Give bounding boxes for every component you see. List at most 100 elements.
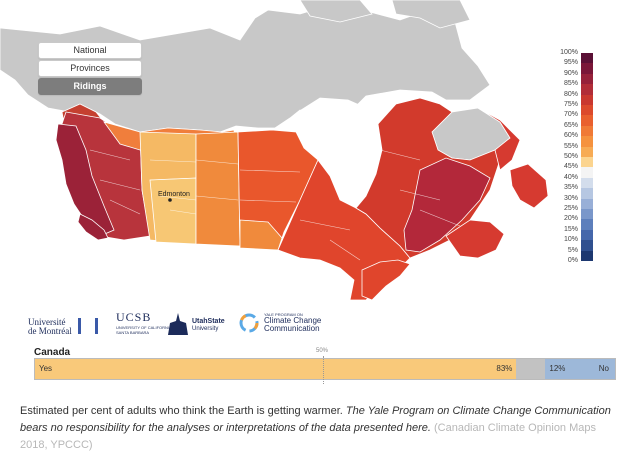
legend-swatch (581, 73, 593, 85)
legend-row: 80% (556, 90, 606, 100)
city-dot-edmonton (168, 198, 172, 202)
legend-label: 90% (563, 69, 578, 77)
region-labrador[interactable] (477, 107, 521, 171)
caption-source: (Canadian Climate Opinion Maps 2018, YPC… (20, 422, 597, 451)
legend-row: 0% (556, 256, 606, 266)
region-quebec-south[interactable] (403, 157, 491, 253)
caption: Estimated per cent of adults who think t… (20, 403, 620, 454)
utah-line1: UtahState (192, 318, 225, 325)
canada-choropleth-map[interactable]: Edmonton (0, 0, 641, 320)
region-manitoba-south[interactable] (239, 219, 283, 251)
legend-row: 50% (556, 152, 606, 162)
yale-ring-icon (239, 313, 259, 333)
legend-swatch (581, 105, 593, 116)
city-label-edmonton: Edmonton (158, 191, 190, 198)
legend-swatch (581, 229, 593, 241)
provinces-view-button[interactable]: Provinces (38, 60, 142, 77)
region-southern-ontario[interactable] (361, 259, 411, 301)
riding-boundaries (89, 149, 461, 261)
ridings-view-button[interactable]: Ridings (38, 78, 142, 95)
legend-label: 0% (567, 257, 578, 264)
legend-row: 95% (556, 58, 606, 68)
legend-swatch (581, 198, 593, 209)
legend-row: 5% (556, 246, 606, 256)
map-area[interactable]: Edmonton National Provinces Ridings 100%… (0, 0, 641, 320)
legend-label: 85% (563, 80, 578, 88)
legend-swatch (581, 240, 593, 251)
region-label: Canada (34, 347, 71, 358)
legend-row: 65% (556, 121, 606, 131)
legend-row: 20% (556, 214, 606, 224)
legend-label: 55% (563, 142, 578, 150)
partner-logos: Université de Montréal UCSB UNIVERSITY O… (28, 308, 328, 348)
legend-row: 60% (556, 131, 606, 141)
legend-label: 40% (563, 173, 578, 181)
yale-small: YALE PROGRAM ON (264, 312, 303, 317)
legend-label: 80% (563, 90, 578, 98)
no-data-region-north (0, 7, 491, 133)
legend-swatch (581, 125, 593, 137)
ucsb-sub2: SANTA BARBARA (116, 330, 150, 335)
result-bar[interactable]: Yes 83% 12% No (34, 358, 616, 380)
legend-swatch (581, 63, 593, 74)
legend-label: 50% (563, 153, 578, 160)
region-maritimes[interactable] (445, 219, 505, 259)
legend-swatch (581, 115, 593, 126)
midpoint-label: 50% (316, 348, 329, 354)
legend-swatch (581, 53, 593, 64)
ucsb-sub1: UNIVERSITY OF CALIFORNIA (116, 325, 172, 330)
legend-swatch (581, 209, 593, 220)
legend-row: 35% (556, 183, 606, 193)
montreal-emblem-icon (78, 318, 98, 334)
legend-row: 55% (556, 142, 606, 152)
legend-label: 5% (567, 246, 578, 254)
universite-de-montreal-logo: Université de Montréal (28, 318, 98, 336)
caption-main: Estimated per cent of adults who think t… (20, 405, 346, 417)
no-value: 12% (549, 364, 566, 373)
yes-value: 83% (496, 364, 513, 373)
midpoint-line (323, 356, 324, 384)
ucsb-wordmark: UCSB (116, 310, 152, 324)
legend-label: 70% (563, 111, 578, 119)
national-result-bar: Canada 50% Yes 83% 12% No (32, 345, 616, 385)
yes-label: Yes (39, 364, 53, 373)
legend-label: 45% (563, 163, 578, 171)
legend-row: 10% (556, 235, 606, 245)
legend-row: 30% (556, 194, 606, 204)
no-segment (545, 359, 615, 379)
legend-row: 15% (556, 225, 606, 235)
legend-label: 65% (563, 121, 578, 129)
legend-row: 70% (556, 110, 606, 120)
legend-label: 60% (563, 132, 578, 140)
legend-label: 95% (563, 59, 578, 67)
legend-row: 90% (556, 69, 606, 79)
legend-row: 25% (556, 204, 606, 214)
legend-row: 40% (556, 173, 606, 183)
legend-label: 35% (563, 184, 578, 192)
legend-swatch (581, 136, 593, 147)
national-view-button[interactable]: National (38, 42, 142, 59)
legend-swatch (581, 157, 593, 168)
legend-label: 15% (563, 225, 578, 233)
legend-label: 10% (563, 236, 578, 244)
legend-swatch (581, 84, 593, 95)
legend-row: 85% (556, 79, 606, 89)
montreal-line2: de Montréal (28, 326, 72, 336)
old-main-tower-icon (168, 313, 188, 335)
legend-swatch (581, 219, 593, 230)
legend-swatch (581, 167, 593, 178)
legend-swatch (581, 146, 593, 157)
region-vancouver-island[interactable] (77, 213, 109, 241)
region-alberta-south[interactable] (149, 177, 197, 245)
region-newfoundland[interactable] (509, 163, 549, 209)
legend-swatch (581, 250, 593, 261)
ucsb-logo: UCSB UNIVERSITY OF CALIFORNIA SANTA BARB… (116, 310, 176, 335)
legend-label: 75% (563, 101, 578, 108)
legend-swatch (581, 177, 593, 189)
no-label: No (598, 364, 609, 373)
legend-swatch (581, 94, 593, 105)
caption-note: The Yale Program on Climate Change Commu… (20, 405, 611, 434)
region-saskatchewan[interactable] (195, 131, 241, 247)
yale-line1: Climate Change (264, 316, 322, 325)
color-legend: 100% 95% 90% 85% 80% 75% 70% 65% 60% 55% 50% 45% 40%… (556, 49, 606, 264)
